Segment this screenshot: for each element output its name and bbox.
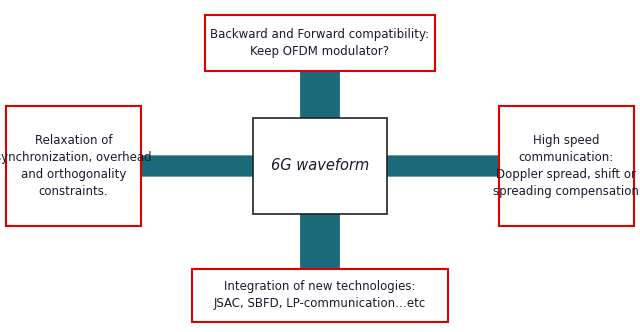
FancyBboxPatch shape	[6, 106, 141, 226]
FancyBboxPatch shape	[205, 15, 435, 71]
FancyBboxPatch shape	[253, 118, 387, 214]
FancyBboxPatch shape	[499, 106, 634, 226]
Polygon shape	[387, 141, 614, 191]
Text: High speed
communication:
Doppler spread, shift or
spreading compensation: High speed communication: Doppler spread…	[493, 134, 639, 198]
Polygon shape	[26, 141, 253, 191]
Polygon shape	[272, 23, 368, 118]
Text: Backward and Forward compatibility:
Keep OFDM modulator?: Backward and Forward compatibility: Keep…	[211, 28, 429, 58]
Polygon shape	[272, 214, 368, 309]
Text: Relaxation of
synchronization, overhead
and orthogonality
constraints.: Relaxation of synchronization, overhead …	[0, 134, 152, 198]
FancyBboxPatch shape	[192, 269, 448, 322]
Text: 6G waveform: 6G waveform	[271, 158, 369, 174]
Text: Integration of new technologies:
JSAC, SBFD, LP-communication…etc: Integration of new technologies: JSAC, S…	[214, 281, 426, 310]
